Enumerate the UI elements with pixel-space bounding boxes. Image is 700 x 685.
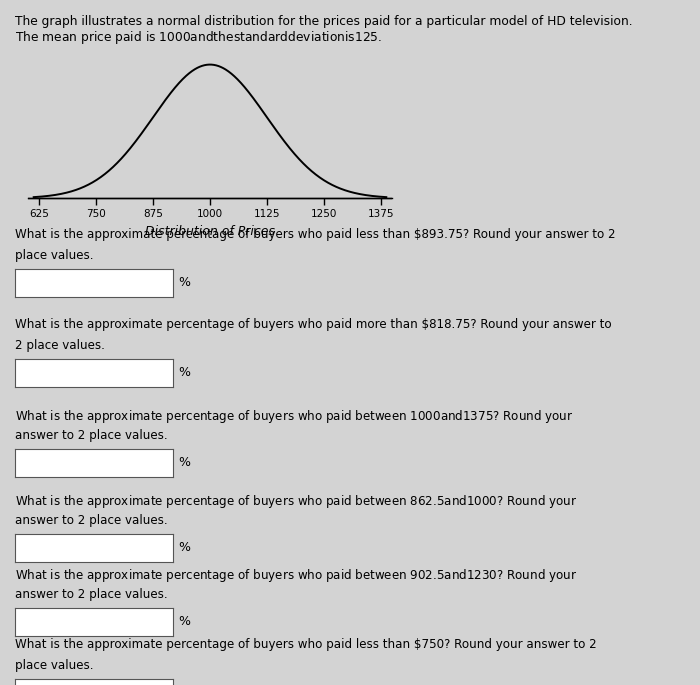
- Text: What is the approximate percentage of buyers who paid less than $893.75? Round y: What is the approximate percentage of bu…: [15, 228, 616, 241]
- Text: What is the approximate percentage of buyers who paid between $862.5 and $1000? : What is the approximate percentage of bu…: [15, 493, 577, 510]
- Text: answer to 2 place values.: answer to 2 place values.: [15, 588, 168, 601]
- Text: %: %: [178, 615, 190, 628]
- Text: place values.: place values.: [15, 658, 94, 671]
- Text: What is the approximate percentage of buyers who paid between $1000 and $1375? R: What is the approximate percentage of bu…: [15, 408, 574, 425]
- Text: place values.: place values.: [15, 249, 94, 262]
- Text: What is the approximate percentage of buyers who paid more than $818.75? Round y: What is the approximate percentage of bu…: [15, 318, 612, 331]
- Text: %: %: [178, 456, 190, 469]
- Text: %: %: [178, 366, 190, 379]
- Text: What is the approximate percentage of buyers who paid less than $750? Round your: What is the approximate percentage of bu…: [15, 638, 597, 651]
- Text: The mean price paid is $1000 and the standard deviation is $125.: The mean price paid is $1000 and the sta…: [15, 29, 383, 46]
- Text: The graph illustrates a normal distribution for the prices paid for a particular: The graph illustrates a normal distribut…: [15, 15, 633, 28]
- X-axis label: Distribution of Prices: Distribution of Prices: [145, 225, 275, 238]
- Text: answer to 2 place values.: answer to 2 place values.: [15, 429, 168, 442]
- Text: What is the approximate percentage of buyers who paid between $902.5 and $1230? : What is the approximate percentage of bu…: [15, 567, 577, 584]
- Text: %: %: [178, 541, 190, 554]
- Text: %: %: [178, 276, 190, 289]
- Text: answer to 2 place values.: answer to 2 place values.: [15, 514, 168, 527]
- Text: 2 place values.: 2 place values.: [15, 338, 105, 351]
